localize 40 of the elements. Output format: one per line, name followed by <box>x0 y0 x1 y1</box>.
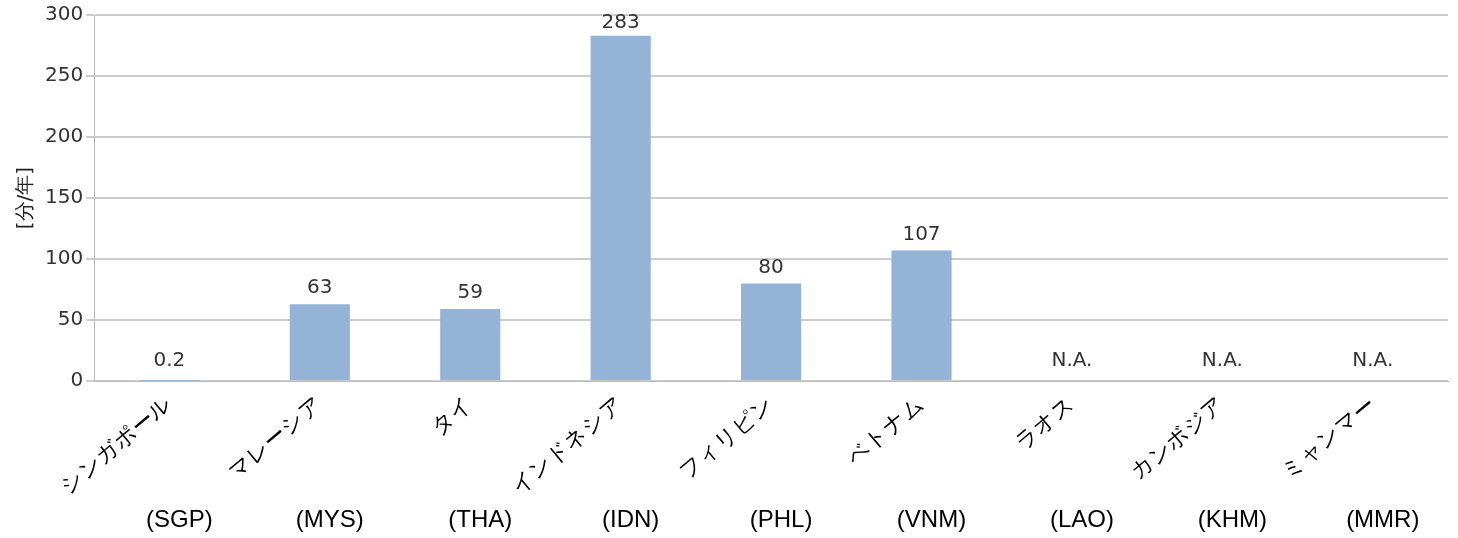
x-tick-label: シンガポール <box>55 391 177 499</box>
data-label: 63 <box>307 274 333 299</box>
x-tick-label: ミャンマー <box>1276 391 1380 484</box>
bar <box>590 35 651 381</box>
x-tick-label: タイ <box>425 391 478 440</box>
text: (LAO) <box>1049 504 1114 532</box>
text: (THA) <box>448 504 513 532</box>
text: (IDN) <box>602 504 660 532</box>
y-tick-label: 150 <box>44 184 84 209</box>
bar <box>289 304 350 381</box>
bar <box>440 309 501 381</box>
data-label: 0.2 <box>153 347 186 372</box>
text: N.A. <box>1051 347 1093 372</box>
x-tick-label: マレーシア <box>223 391 327 484</box>
data-label: 107 <box>902 220 941 245</box>
text: (PHL) <box>749 504 813 532</box>
y-tick-label: 300 <box>44 1 84 26</box>
bar <box>891 250 952 381</box>
x-tick-label: ベトナム <box>841 391 929 470</box>
x-tick-label: フィリピン <box>673 391 778 485</box>
x-tick-label: カンボジア <box>1125 391 1230 485</box>
x-tick-label: インドネシア <box>505 391 628 500</box>
bar <box>741 283 802 381</box>
y-axis-title: [分/年] <box>12 166 37 230</box>
data-label: 283 <box>601 9 640 34</box>
y-tick-label: 50 <box>57 306 84 331</box>
text: N.A. <box>1352 347 1394 372</box>
data-label: 59 <box>457 279 483 304</box>
y-tick-label: 250 <box>44 62 84 87</box>
text: (SGP) <box>146 504 213 532</box>
x-tick-label: ラオス <box>1009 391 1079 455</box>
y-tick-label: 100 <box>44 245 84 270</box>
text: (KHM) <box>1197 504 1268 532</box>
y-tick-label: 200 <box>44 123 84 148</box>
y-tick-label: 0 <box>70 367 84 392</box>
data-label: 80 <box>758 253 784 278</box>
text: (MYS) <box>295 504 364 532</box>
text: (MMR) <box>1346 504 1420 532</box>
text: (VNM) <box>896 504 967 532</box>
text: N.A. <box>1201 347 1243 372</box>
